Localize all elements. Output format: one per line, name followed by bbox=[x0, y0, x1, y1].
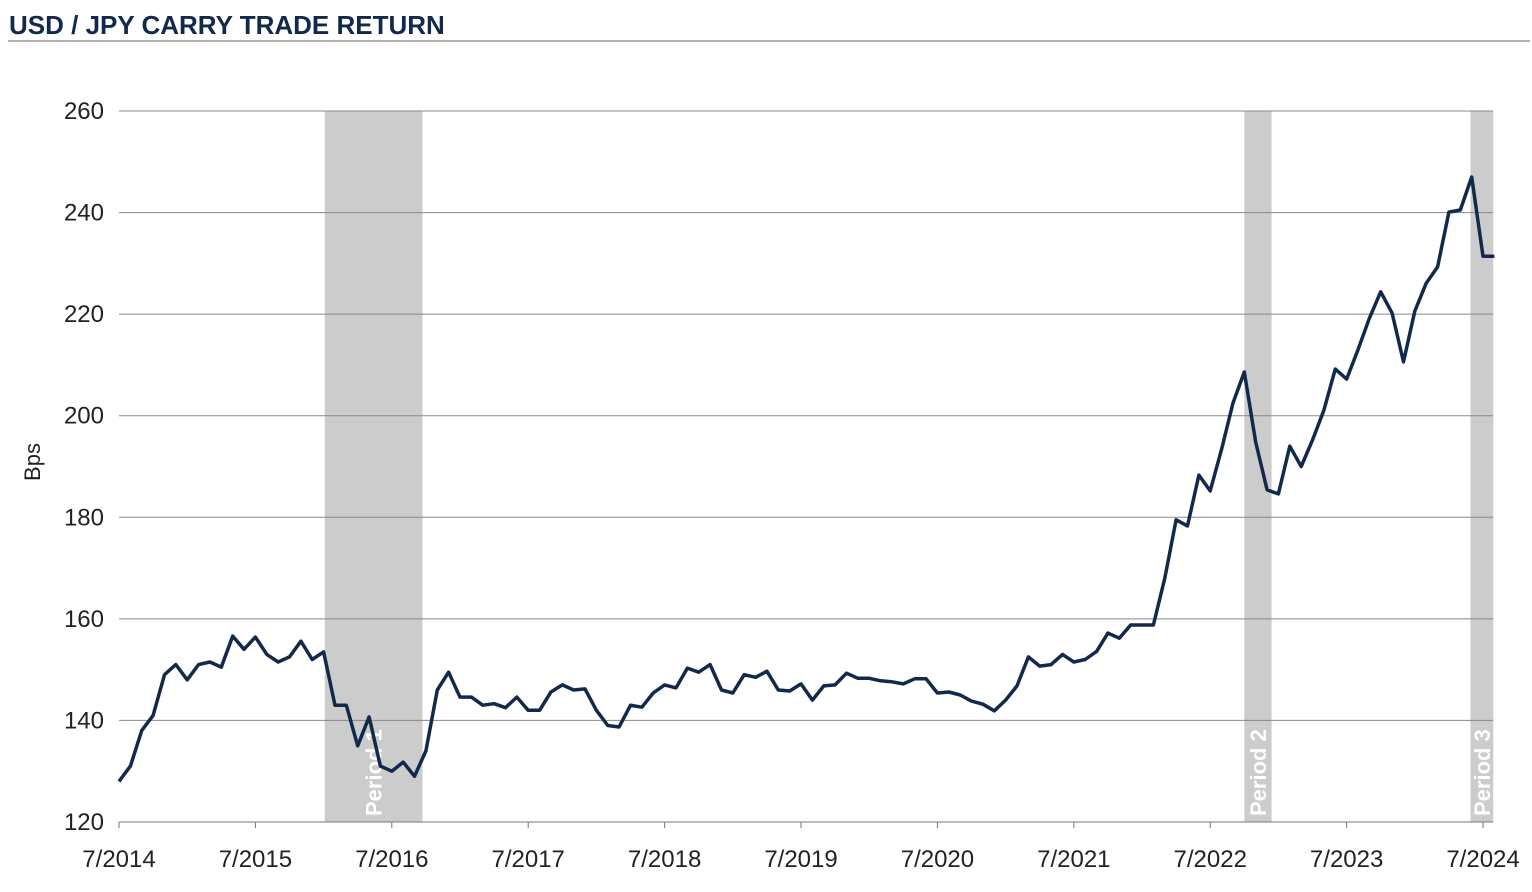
y-tick-label: 260 bbox=[64, 98, 104, 125]
series-line bbox=[117, 175, 1495, 783]
y-axis-label: Bps bbox=[20, 443, 45, 481]
y-tick-label: 160 bbox=[64, 606, 104, 633]
chart-title: USD / JPY CARRY TRADE RETURN bbox=[9, 10, 445, 40]
period-band bbox=[1244, 111, 1272, 822]
x-tick-label: 7/2015 bbox=[219, 846, 292, 873]
x-tick-label: 7/2020 bbox=[901, 846, 974, 873]
x-tick-label: 7/2021 bbox=[1037, 846, 1110, 873]
x-tick-label: 7/2024 bbox=[1446, 846, 1519, 873]
period-band bbox=[1470, 111, 1494, 822]
y-tick-label: 120 bbox=[64, 809, 104, 836]
x-tick-label: 7/2017 bbox=[492, 846, 565, 873]
period-label: Period 3 bbox=[1470, 729, 1495, 816]
period-label: Period 2 bbox=[1246, 729, 1271, 816]
y-tick-label: 220 bbox=[64, 301, 104, 328]
x-tick-label: 7/2022 bbox=[1174, 846, 1247, 873]
period-band bbox=[324, 111, 423, 822]
x-tick-label: 7/2019 bbox=[764, 846, 837, 873]
y-tick-label: 200 bbox=[64, 403, 104, 430]
x-tick-label: 7/2014 bbox=[82, 846, 155, 873]
y-tick-label: 140 bbox=[64, 707, 104, 734]
x-tick-label: 7/2023 bbox=[1310, 846, 1383, 873]
y-tick-label: 180 bbox=[64, 504, 104, 531]
y-tick-label: 240 bbox=[64, 200, 104, 227]
x-tick-label: 7/2016 bbox=[355, 846, 428, 873]
x-tick-label: 7/2018 bbox=[628, 846, 701, 873]
